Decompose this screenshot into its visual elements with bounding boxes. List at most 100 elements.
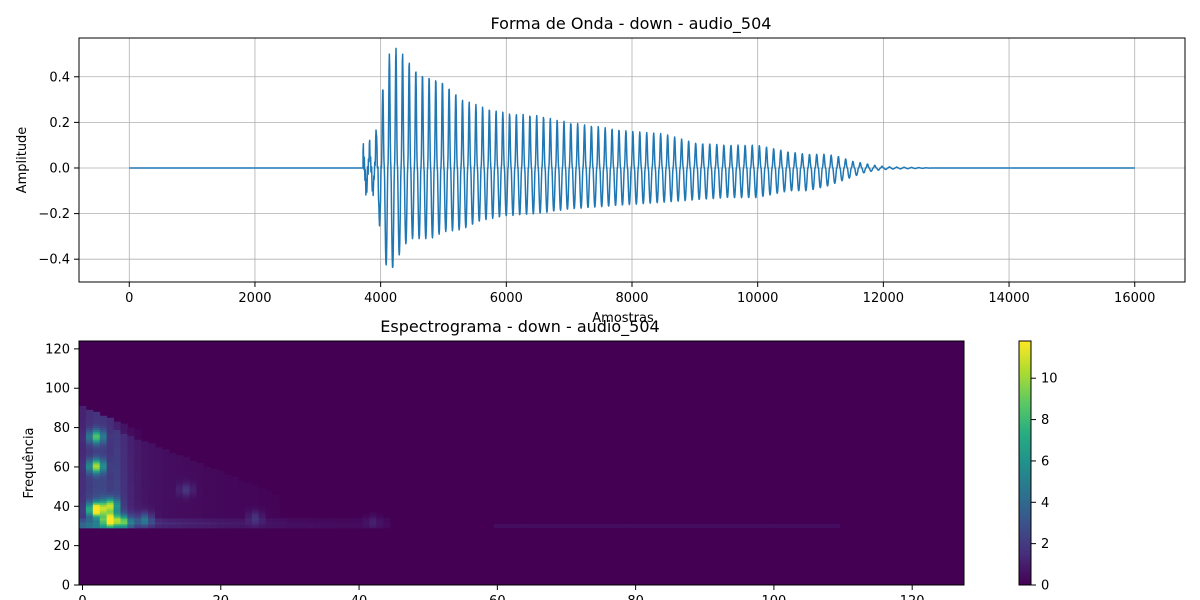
spectrogram-cell [217,508,225,511]
spectrogram-cell [238,498,246,501]
spectrogram-cell [148,486,156,489]
spectrogram-cell [113,461,121,464]
spectrogram-cell [85,419,94,423]
waveform-title: Forma de Onda - down - audio_504 [491,14,772,34]
spectrogram-cell [141,500,149,503]
spectrogram-cell [134,484,142,488]
spectrogram-cell [231,480,239,484]
spectrogram-cell [196,500,204,503]
spectrogram-cell [182,463,191,466]
spectrogram-cell [182,520,191,523]
spectrogram-cell [113,514,121,517]
spectrogram-cell [182,512,191,515]
spectrogram-cell [258,498,267,501]
spectrogram-cell [99,498,108,501]
spectrogram-cell [168,466,177,470]
spectrogram-cell [85,506,94,509]
spectrogram-cell [113,463,121,466]
spectrogram-cell [265,502,273,505]
spectrogram-cell [106,474,114,478]
spectrogram-cell [155,504,163,507]
spectrogram-cell [148,468,156,472]
spectrogram-cell [175,459,184,462]
spectrogram-cell [307,522,315,525]
spectrogram-cell [120,455,128,458]
spectrogram-cell [113,488,121,491]
spectrogram-cell [148,490,156,493]
spectrogram-cell [224,504,232,507]
spectrogram-cell [182,524,191,527]
spectrogram-cell [127,470,135,474]
spectrogram-cell [79,496,87,499]
spectrogram-cell [182,461,191,464]
spectrogram-cell [161,492,170,495]
spectrogram-cell [777,524,785,528]
spectrogram-cell [92,506,101,509]
spectrogram-cell [127,500,135,503]
spectrogram-cell [106,472,114,476]
spectrogram-cell [258,496,267,499]
spectrogram-cell [120,498,128,501]
spectrogram-cell [106,512,114,515]
spectrogram-frame [78,340,965,586]
spectrogram-cell [272,498,280,501]
spectrogram-cell [148,525,156,529]
spectrogram-cell [251,514,260,517]
spectrogram-cell [134,449,142,452]
spectrogram-cell [251,508,260,511]
spectrogram-cell [127,478,135,482]
spectrogram-cell [161,520,170,523]
spectrogram-cell [148,500,156,503]
spectrogram-cell [238,514,246,517]
spectrogram-cell [155,482,163,486]
spectrogram-cell [79,500,87,503]
spectrogram-cell [120,504,128,507]
spectrogram-cell [161,480,170,484]
waveform-x-tick-label: 2000 [238,291,271,306]
spectrogram-cell [300,520,308,523]
colorbar-gradient [1018,340,1032,586]
spectrogram-cell [161,524,170,527]
spectrogram-cell [92,482,101,486]
spectrogram-cell [161,474,170,478]
spectrogram-cell [127,525,135,529]
spectrogram-cell [134,482,142,486]
spectrogram-cell [203,512,211,515]
spectrogram-cell [217,502,225,505]
spectrogram-cell [141,455,149,458]
spectrogram-cell [210,498,218,501]
spectrogram-cell [155,525,163,529]
waveform-y-tick-label: 0.2 [49,116,70,131]
spectrogram-cell [168,504,177,507]
spectrogram-cell [203,492,211,495]
spectrogram-cell [85,445,94,448]
spectrogram-cell [189,461,197,464]
spectrogram-cell [168,457,177,460]
spectrogram-cell [141,478,149,482]
spectrogram-cell [155,449,163,452]
spectrogram-cell [715,524,723,528]
spectrogram-cell [85,510,94,513]
spectrogram-cell [141,474,149,478]
spectrogram-cell [528,524,536,528]
spectrogram-cell [369,524,377,527]
spectrogram-cell [244,525,253,529]
spectrogram-cell [231,486,239,489]
spectrogram-cell [182,459,191,462]
spectrogram-cell [134,478,142,482]
spectrogram-cell [106,504,114,507]
spectrogram-cell [113,468,121,472]
spectrogram-cell [85,482,94,486]
spectrogram-cell [127,506,135,509]
spectrogram-cell [210,525,218,529]
spectrogram-cell [155,453,163,456]
spectrogram-cell [106,423,114,427]
spectrogram-cell [224,480,232,484]
spectrogram-cell [258,488,267,491]
spectrogram-cell [99,443,108,446]
spectrogram-cell [99,476,108,480]
spectrogram-cell [85,496,94,499]
spectrogram-cell [210,514,218,517]
spectrogram-cell [141,441,149,444]
spectrogram-cell [217,510,225,513]
